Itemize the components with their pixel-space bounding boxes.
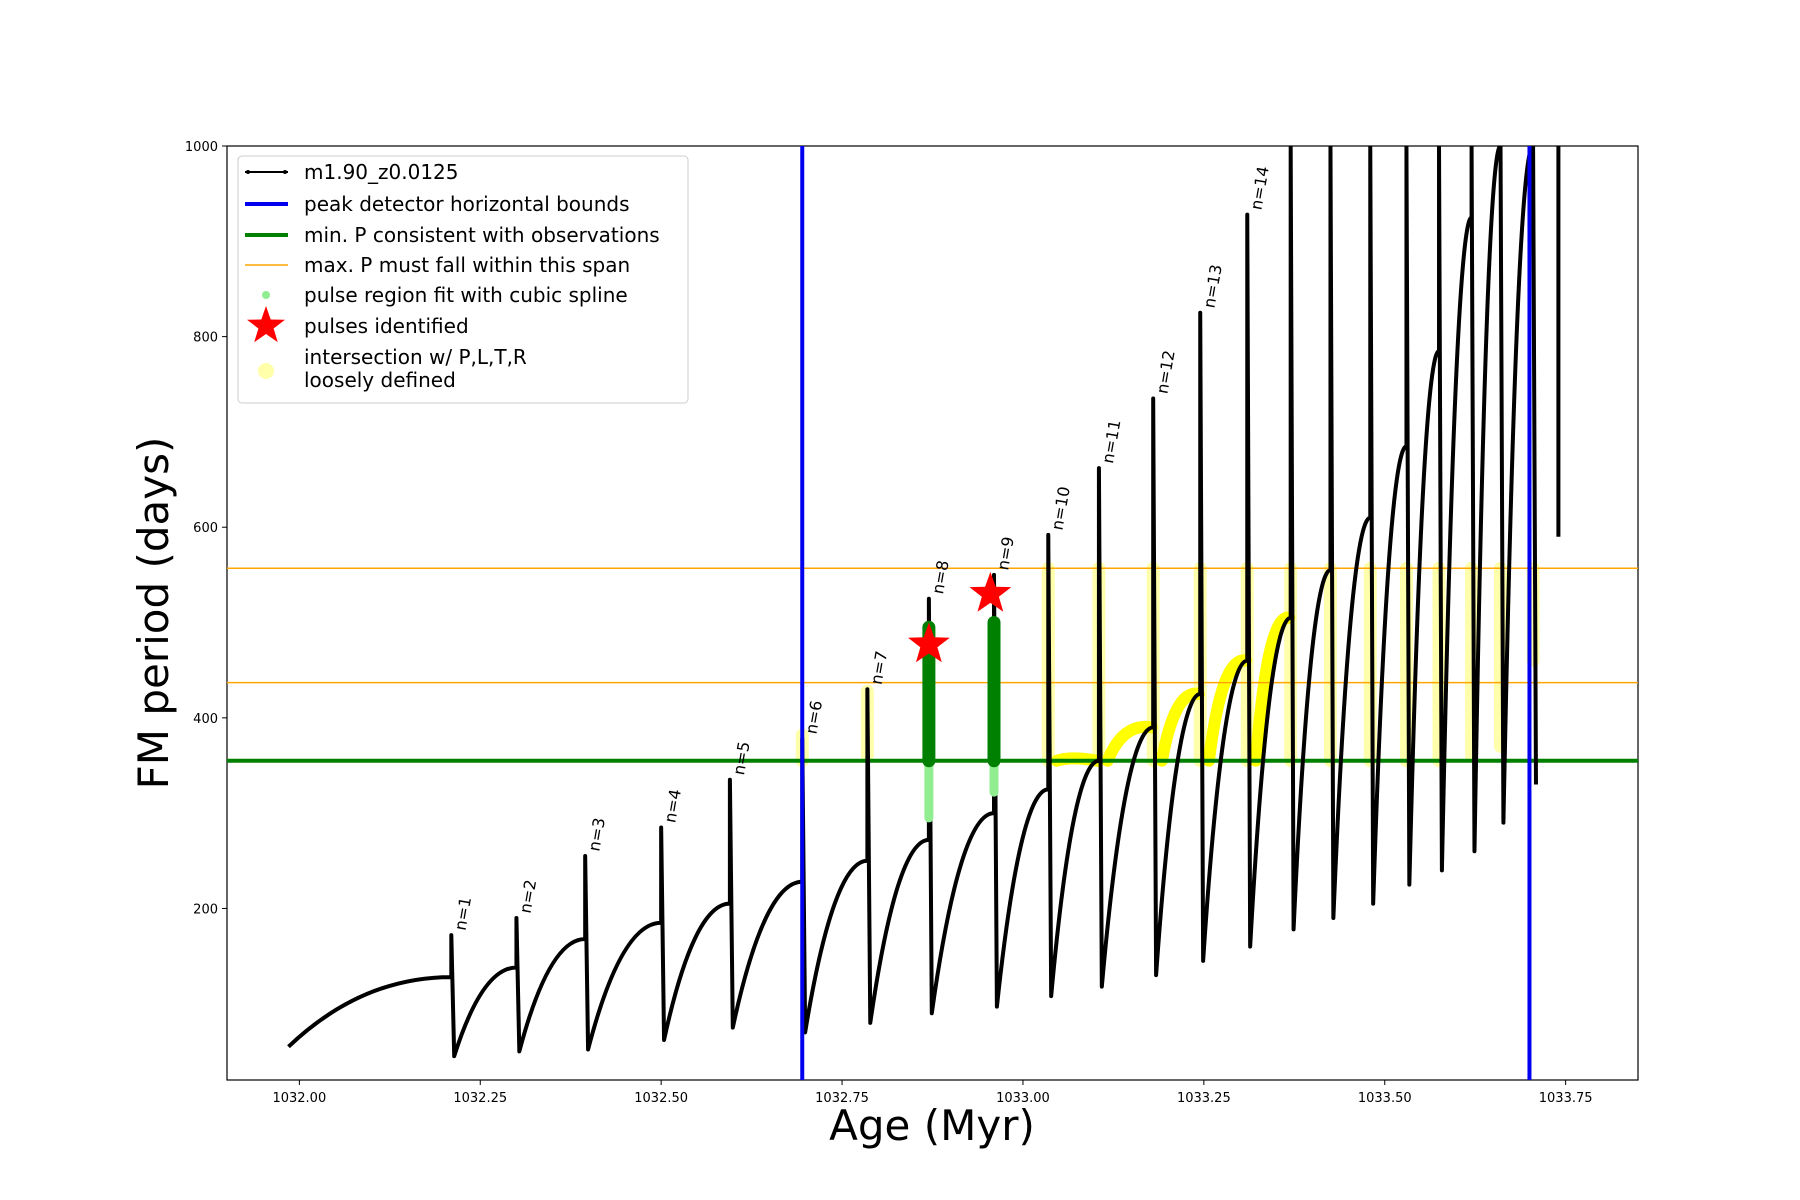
x-axis-title: Age (Myr) — [829, 1101, 1035, 1150]
x-tick-label-3: 1032.50 — [634, 1091, 688, 1106]
legend-swatch-5 — [262, 291, 270, 299]
x-tick-label-2: 1032.25 — [453, 1091, 507, 1106]
x-tick-label-4: 1032.75 — [815, 1091, 869, 1106]
y-tick-label-4: 800 — [193, 331, 218, 346]
y-tick-label-1: 200 — [193, 902, 218, 917]
pulse-label-5: n=5 — [729, 740, 754, 777]
pulse-label-8: n=8 — [928, 559, 953, 596]
legend-label-4: max. P must fall within this span — [304, 253, 630, 277]
track-line — [287, 146, 1538, 1059]
legend-swatch-star — [247, 306, 285, 343]
pulse-label-13: n=13 — [1199, 263, 1225, 310]
pulse-label-1: n=1 — [451, 895, 476, 932]
intersection-arc-11 — [1101, 720, 1158, 767]
intersection-arc-12 — [1155, 687, 1205, 767]
x-tick-label-5: 1033.00 — [996, 1091, 1050, 1106]
legend-label-3: min. P consistent with observations — [304, 223, 660, 247]
legend-swatch-track-dot-1 — [246, 170, 250, 174]
x-tick-label-8: 1033.75 — [1539, 1091, 1593, 1106]
pulse-label-4: n=4 — [660, 788, 685, 825]
legend-label-5: pulse region fit with cubic spline — [304, 283, 628, 307]
legend-label-6: pulses identified — [304, 314, 469, 338]
legend-frame — [237, 155, 689, 404]
pulse-label-10: n=10 — [1048, 485, 1074, 532]
pulse-label-9: n=9 — [993, 535, 1018, 572]
pulse-star-2 — [969, 571, 1012, 612]
legend-swatch-track-dot-2 — [283, 170, 287, 174]
x-tick-label-6: 1033.25 — [1177, 1091, 1231, 1106]
pulse-label-14: n=14 — [1246, 165, 1272, 212]
y-tick-label-2: 400 — [193, 712, 218, 727]
pulse-label-3: n=3 — [584, 816, 609, 853]
y-tick-label-5: 1000 — [185, 140, 218, 155]
pulse-label-11: n=11 — [1098, 418, 1124, 465]
legend-swatch-7 — [258, 363, 274, 379]
pulse-label-12: n=12 — [1152, 349, 1178, 396]
pulse-label-6: n=6 — [801, 699, 826, 736]
x-tick-label-7: 1033.50 — [1358, 1091, 1412, 1106]
x-tick-label-1: 1032.00 — [272, 1091, 326, 1106]
legend-label-1: m1.90_z0.0125 — [304, 160, 459, 184]
legend-label-7: intersection w/ P,L,T,R — [304, 345, 527, 369]
plot-frame — [226, 145, 1639, 1081]
intersection-arc-14 — [1249, 611, 1296, 767]
y-axis-title: FM period (days) — [129, 437, 178, 790]
legend-label-2: peak detector horizontal bounds — [304, 192, 630, 216]
pulse-star-1 — [908, 622, 950, 663]
legend-label-7-line2: loosely defined — [304, 368, 456, 392]
y-tick-label-3: 600 — [193, 521, 218, 536]
pulse-label-2: n=2 — [516, 878, 541, 915]
pulse-label-7: n=7 — [867, 649, 892, 686]
